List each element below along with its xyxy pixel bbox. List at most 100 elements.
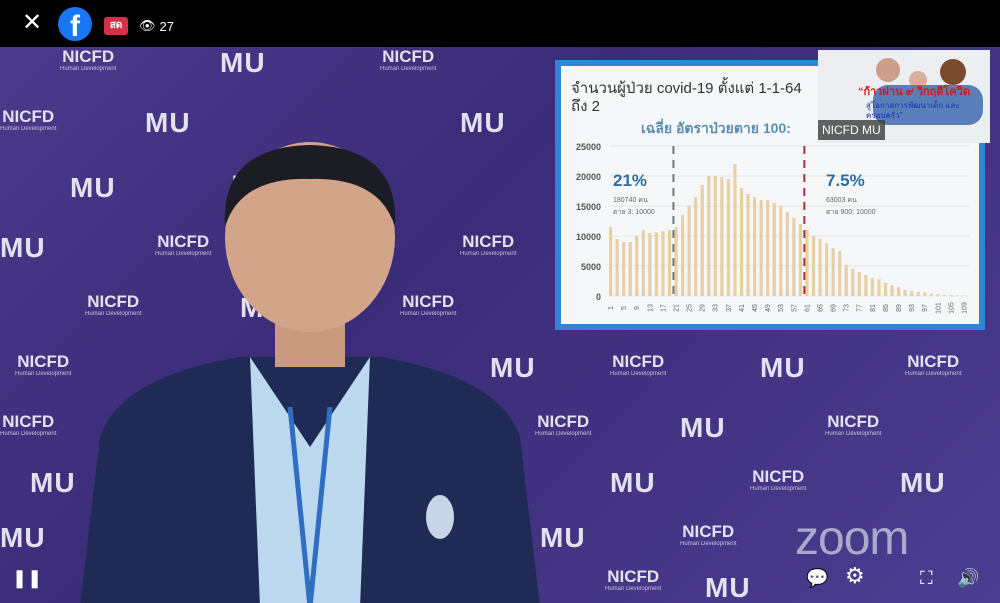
x-tick-label: 101 <box>935 302 942 314</box>
logo-subtext: Human Development <box>460 251 517 257</box>
bar <box>753 197 757 296</box>
bar <box>851 269 855 296</box>
bar <box>844 264 848 296</box>
x-tick-label: 69 <box>831 304 838 312</box>
x-tick-label: 13 <box>647 304 654 312</box>
x-tick-label: 25 <box>687 304 694 312</box>
volume-icon[interactable]: 🔊 <box>957 568 980 588</box>
bar <box>766 200 770 296</box>
x-tick-label: 109 <box>961 302 968 314</box>
covid-chart: 0 5000 10000 15000 20000 25000 1 5 9 13 17 21 25 29 33… <box>576 142 969 314</box>
y-tick-label: 15000 <box>576 202 601 212</box>
x-tick-label: 81 <box>870 304 877 312</box>
y-tick-label: 5000 <box>581 262 601 272</box>
mu-logo: MU <box>0 232 46 263</box>
logo-subtext: Human Development <box>380 66 437 72</box>
bar <box>739 188 744 296</box>
bar <box>818 239 822 296</box>
bar <box>949 295 953 296</box>
mu-logo: MU <box>220 47 266 78</box>
mu-logo: MU <box>900 467 946 498</box>
inset-subline: สู่โอกาสการพัฒนาเด็ก และครอบครัว” <box>866 101 960 120</box>
live-badge: สด <box>104 17 128 35</box>
top-bar: ✕ f สด 👁 27 <box>0 0 1000 47</box>
video-player[interactable]: NICFD Human Development MU NICFD Human Devel… <box>0 47 1000 603</box>
bar <box>916 291 920 296</box>
eye-icon: 👁 <box>139 18 156 33</box>
bar <box>700 185 704 296</box>
x-tick-label: 29 <box>700 304 707 312</box>
bar <box>811 236 816 296</box>
pause-icon[interactable]: ❚❚ <box>12 568 43 588</box>
bar <box>628 242 632 296</box>
x-tick-label: 61 <box>804 304 811 312</box>
x-tick-label: 45 <box>752 304 759 312</box>
logo-subtext: Human Development <box>0 126 57 132</box>
bar <box>707 176 711 296</box>
x-tick-label: 37 <box>726 304 733 312</box>
mu-logo: MU <box>705 572 751 603</box>
logo-subtext: Human Development <box>60 66 117 72</box>
bar <box>648 233 652 296</box>
mu-logo: MU <box>0 522 46 553</box>
annotation-rate: ตาย 900: 10000 <box>826 209 876 216</box>
mu-logo: MU <box>490 352 536 383</box>
bar <box>785 212 789 296</box>
bar <box>674 227 678 296</box>
bar <box>883 282 888 296</box>
bar <box>890 285 894 296</box>
x-tick-label: 105 <box>948 302 955 314</box>
bar <box>838 251 842 296</box>
x-tick-label: 85 <box>883 304 890 312</box>
logo-subtext: Human Development <box>85 311 142 317</box>
annotation-count: 63003 คน <box>826 197 857 204</box>
bar <box>779 206 783 296</box>
logo-subtext: Human Development <box>680 541 737 547</box>
mu-logo: MU <box>610 467 656 498</box>
bar <box>635 236 639 296</box>
slide-subtitle: เฉลี่ย อัตราป่วยตาย 100: <box>641 120 791 136</box>
chat-icon[interactable]: 💬 <box>806 568 829 588</box>
bar <box>929 293 933 296</box>
bar <box>910 291 914 296</box>
bar <box>713 176 717 296</box>
mu-logo: MU <box>145 107 191 138</box>
logo-subtext: Human Development <box>535 431 592 437</box>
bar <box>681 215 685 296</box>
mu-logo: MU <box>680 412 726 443</box>
bar <box>654 232 659 296</box>
x-tick-label: 41 <box>739 304 746 312</box>
logo-subtext: Human Development <box>825 431 882 437</box>
annotation-rate: ตาย 3: 10000 <box>613 209 655 216</box>
bar <box>615 239 619 296</box>
x-tick-label: 89 <box>896 304 903 312</box>
gear-icon[interactable]: ⚙ <box>845 563 865 588</box>
x-tick-label: 5 <box>621 306 628 310</box>
close-icon[interactable]: ✕ <box>22 9 43 36</box>
y-tick-label: 0 <box>596 292 601 302</box>
bar <box>694 197 698 296</box>
bar <box>641 230 645 296</box>
inset-video[interactable]: “ก้าวผ่าน ๙ วิกฤติโควิด สู่โอกาสการพัฒนา… <box>818 50 990 143</box>
bar <box>772 203 776 296</box>
x-tick-label: 77 <box>857 304 864 312</box>
bar <box>942 294 947 296</box>
logo-subtext: Human Development <box>0 431 57 437</box>
x-tick-label: 17 <box>660 304 667 312</box>
bar <box>870 278 875 296</box>
fullscreen-icon[interactable]: ⛶ <box>920 568 933 588</box>
annotation-percent: 7.5% <box>826 171 865 190</box>
inset-participant-label: NICFD MU <box>818 120 885 140</box>
slide-title: จำนวนผู้ป่วย covid-19 ตั้งแต่ 1-1-64 ถึง… <box>571 80 802 115</box>
x-tick-label: 49 <box>765 304 772 312</box>
mu-logo: MU <box>70 172 116 203</box>
